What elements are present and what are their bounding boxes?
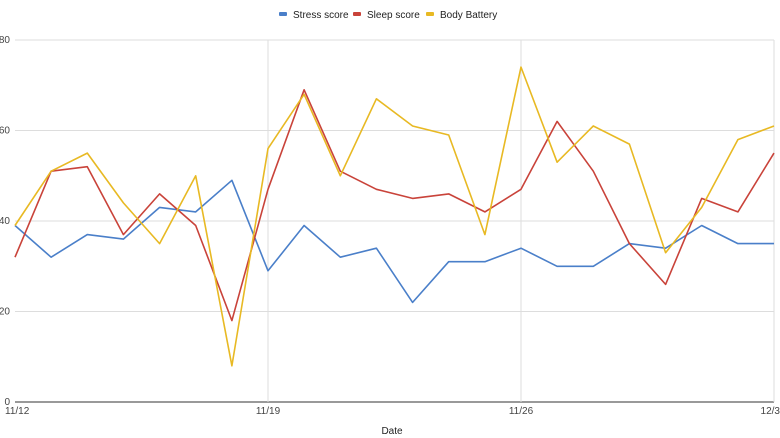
x-axis-ticks: 11/12 11/19 11/26 12/3 [5, 406, 780, 417]
y-tick-label: 80 [0, 35, 10, 46]
y-tick-label: 40 [0, 216, 10, 227]
legend: Stress score Sleep score Body Battery [279, 10, 497, 21]
y-tick-label: 60 [0, 126, 10, 137]
x-tick-label: 12/3 [761, 406, 780, 417]
gridlines [15, 39, 775, 403]
series-line-stress-score [14, 179, 774, 304]
legend-label: Stress score [293, 10, 349, 21]
series-line-body-battery [14, 66, 775, 367]
legend-swatch [426, 12, 434, 16]
legend-label: Body Battery [440, 10, 497, 21]
legend-label: Sleep score [367, 10, 420, 21]
x-axis-title: Date [381, 426, 403, 437]
legend-swatch [353, 12, 361, 16]
y-tick-label: 20 [0, 307, 10, 318]
series-line-sleep-score [14, 89, 775, 322]
x-tick-label: 11/26 [509, 406, 534, 417]
y-axis-ticks: 0 20 40 60 80 [0, 35, 10, 408]
series-lines [14, 66, 775, 367]
x-tick-label: 11/12 [5, 406, 30, 417]
legend-swatch [279, 12, 287, 16]
y-tick-label: 0 [4, 397, 10, 408]
x-tick-label: 11/19 [256, 406, 281, 417]
